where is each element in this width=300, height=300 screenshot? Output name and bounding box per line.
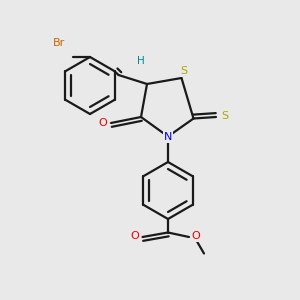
Text: Br: Br [52,38,64,48]
Text: O: O [191,231,200,242]
Text: O: O [130,231,139,242]
Text: O: O [98,118,107,128]
Text: N: N [164,132,172,142]
Text: S: S [180,66,188,76]
Text: S: S [221,111,228,121]
Text: H: H [136,56,144,66]
